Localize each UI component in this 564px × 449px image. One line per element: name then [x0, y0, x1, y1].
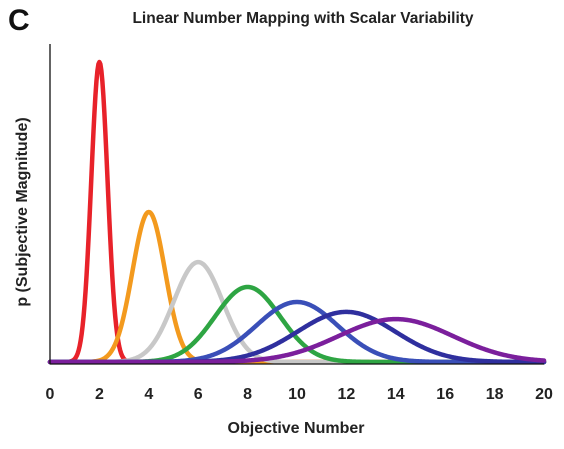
panel-label: C — [8, 4, 30, 37]
x-tick-label: 14 — [387, 386, 405, 403]
curves-layer — [47, 59, 547, 365]
chart-title: Linear Number Mapping with Scalar Variab… — [132, 10, 473, 27]
x-tick-label: 0 — [46, 386, 55, 403]
x-tick-label: 18 — [486, 386, 504, 403]
x-tick-label: 8 — [243, 386, 252, 403]
x-tick-label: 20 — [535, 386, 553, 403]
y-axis-label: p (Subjective Magnitude) — [14, 117, 31, 306]
x-tick-label: 6 — [194, 386, 203, 403]
x-tick-label: 2 — [95, 386, 104, 403]
x-axis-label: Objective Number — [228, 420, 365, 437]
x-tick-label: 4 — [144, 386, 153, 403]
x-tick-label: 16 — [436, 386, 454, 403]
series-curve-7 — [47, 316, 547, 365]
x-tick-label: 12 — [338, 386, 356, 403]
x-tick-label: 10 — [288, 386, 306, 403]
x-tick-labels: 0 2 4 6 8 10 12 14 16 18 20 — [46, 386, 553, 403]
